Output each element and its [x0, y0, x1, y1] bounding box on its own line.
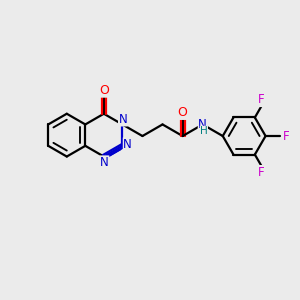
Text: F: F — [258, 166, 265, 178]
Text: O: O — [99, 84, 109, 97]
Text: N: N — [198, 118, 207, 131]
Text: N: N — [100, 156, 109, 169]
Text: F: F — [283, 130, 289, 142]
Text: O: O — [178, 106, 188, 119]
Text: F: F — [258, 94, 265, 106]
Text: H: H — [200, 126, 208, 136]
Text: N: N — [123, 138, 132, 151]
Text: N: N — [118, 113, 127, 126]
